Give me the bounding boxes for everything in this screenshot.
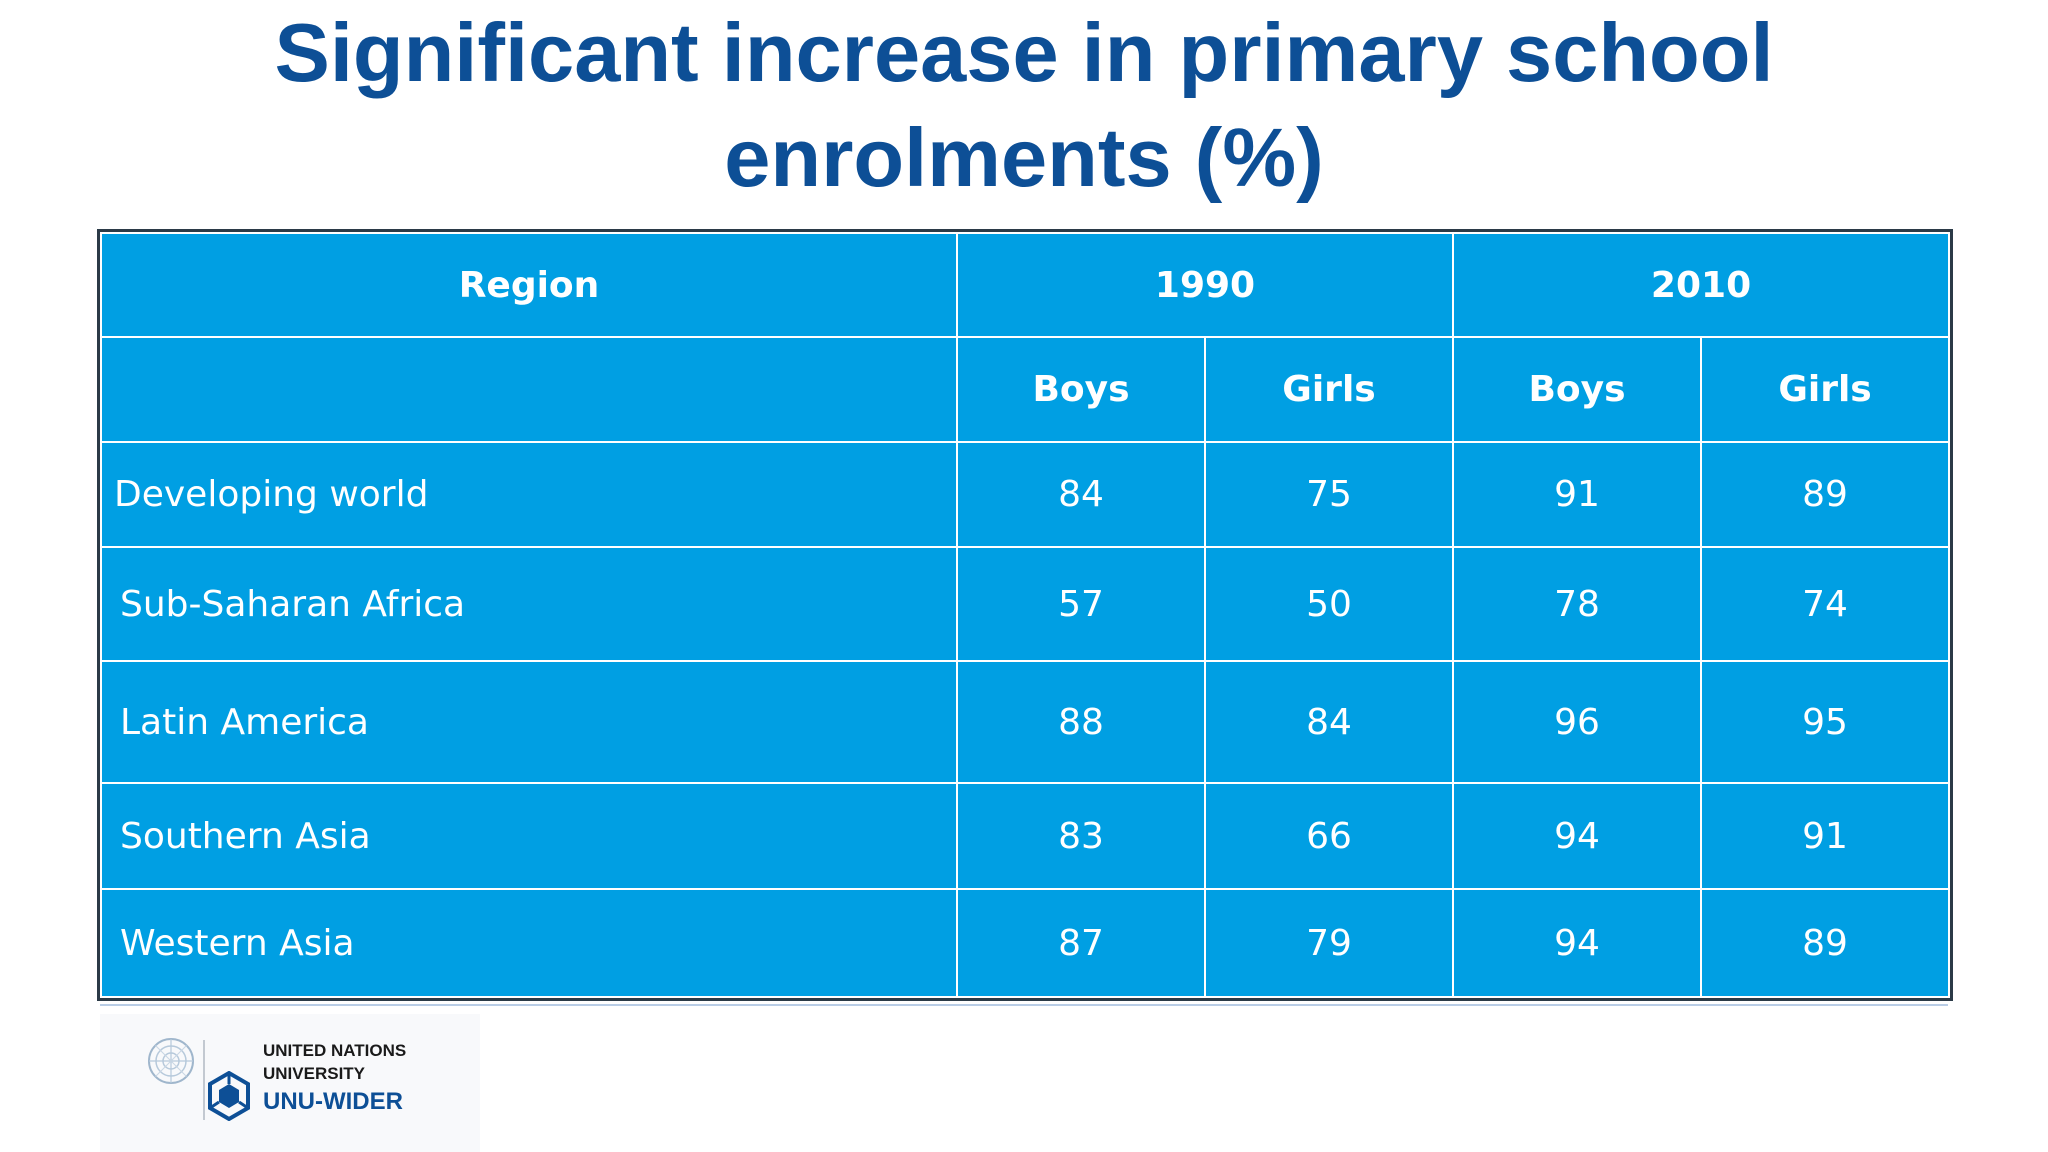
footer-panel [100, 1014, 480, 1152]
table-row: Latin America 88 84 96 95 [100, 660, 1951, 784]
value-cell: 94 [1452, 888, 1703, 998]
table-row: Western Asia 87 79 94 89 [100, 888, 1951, 998]
value-cell: 79 [1203, 888, 1455, 998]
value-cell: 50 [1203, 546, 1455, 662]
value-cell: 83 [956, 782, 1206, 890]
boys-2010-header: Boys [1452, 336, 1703, 443]
region-cell: Western Asia [100, 888, 958, 998]
value-cell: 75 [1203, 441, 1455, 548]
un-emblem-icon [148, 1038, 194, 1084]
empty-header-cell [100, 336, 958, 443]
value-cell: 94 [1452, 782, 1703, 890]
value-cell: 57 [956, 546, 1206, 662]
value-cell: 95 [1700, 660, 1951, 784]
logo-text-university: UNIVERSITY [263, 1064, 366, 1083]
region-header: Region [100, 232, 958, 338]
girls-2010-header: Girls [1700, 336, 1951, 443]
table-row: Sub-Saharan Africa 57 50 78 74 [100, 546, 1951, 662]
table-subheader-row: Boys Girls Boys Girls [100, 336, 1951, 443]
year-1990-header: 1990 [955, 232, 1455, 338]
value-cell: 84 [956, 441, 1206, 548]
value-cell: 96 [1452, 660, 1703, 784]
logo-text-united-nations: UNITED NATIONS [263, 1041, 407, 1060]
logo-text-unu-wider: UNU-WIDER [263, 1088, 403, 1115]
value-cell: 91 [1452, 441, 1703, 548]
value-cell: 88 [956, 660, 1206, 784]
region-cell: Southern Asia [100, 782, 958, 890]
slide-title: Significant increase in primary school e… [100, 0, 1948, 210]
unu-wider-mark-icon [208, 1071, 250, 1121]
value-cell: 66 [1203, 782, 1455, 890]
table-row: Southern Asia 83 66 94 91 [100, 782, 1951, 890]
region-cell: Latin America [100, 660, 958, 784]
value-cell: 87 [956, 888, 1206, 998]
year-2010-header: 2010 [1452, 232, 1951, 338]
girls-1990-header: Girls [1203, 336, 1455, 443]
footer-divider [100, 1004, 1948, 1006]
boys-1990-header: Boys [956, 336, 1206, 443]
value-cell: 78 [1452, 546, 1703, 662]
value-cell: 91 [1700, 782, 1951, 890]
value-cell: 89 [1700, 888, 1951, 998]
value-cell: 89 [1700, 441, 1951, 548]
title-line-1: Significant increase in primary school [274, 6, 1774, 99]
table-row: Developing world 84 75 91 89 [100, 441, 1951, 548]
logo-separator [203, 1040, 205, 1120]
title-line-2: enrolments (%) [724, 111, 1324, 204]
region-cell: Developing world [100, 441, 958, 548]
value-cell: 84 [1203, 660, 1455, 784]
enrolment-table: Region 1990 2010 Boys Girls Boys Girls D… [96, 229, 1954, 1001]
table-header-row: Region 1990 2010 [100, 232, 1951, 338]
region-cell: Sub-Saharan Africa [100, 546, 958, 662]
value-cell: 74 [1700, 546, 1951, 662]
